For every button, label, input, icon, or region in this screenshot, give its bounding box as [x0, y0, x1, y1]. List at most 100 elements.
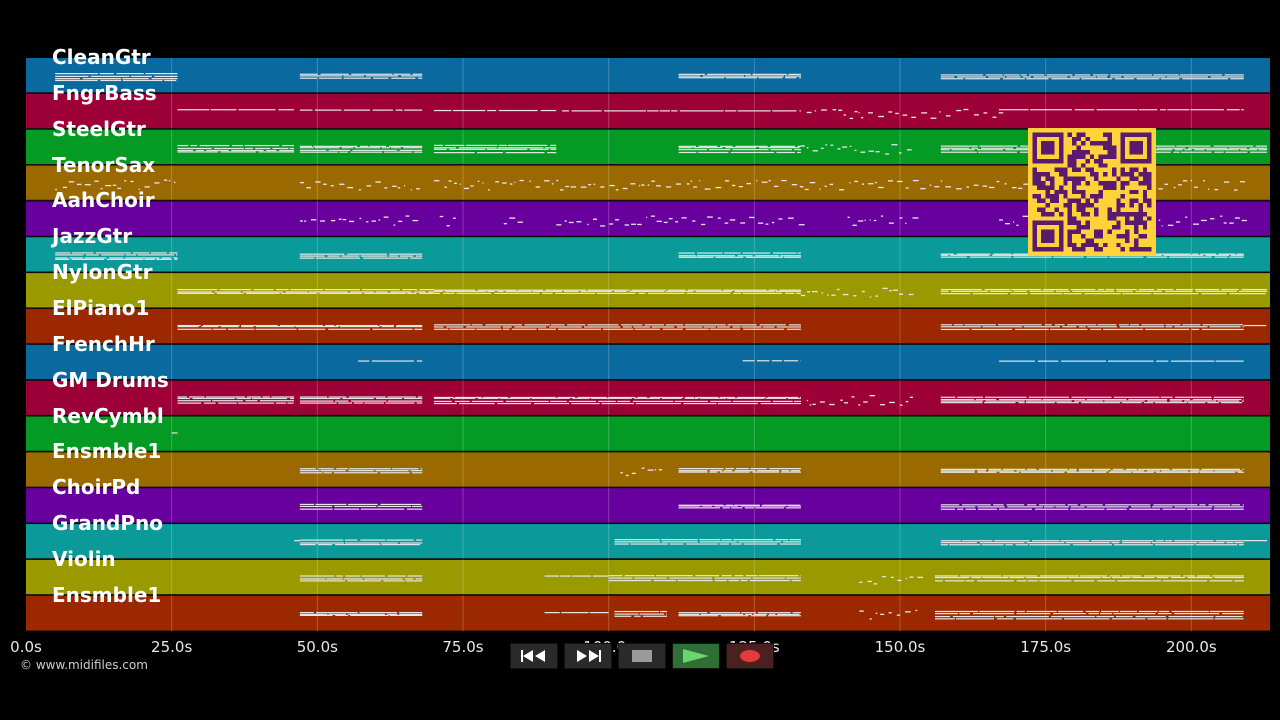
note	[630, 543, 669, 545]
note	[177, 325, 199, 328]
note	[732, 326, 741, 328]
record-button[interactable]	[726, 643, 774, 669]
note	[348, 470, 374, 472]
note	[631, 472, 636, 475]
note	[350, 151, 383, 153]
note	[345, 575, 361, 577]
note	[218, 402, 237, 404]
note	[452, 397, 476, 399]
time-tick-label: 150.0s	[874, 638, 926, 656]
note	[1198, 541, 1225, 544]
note	[1236, 253, 1244, 255]
note	[629, 290, 665, 292]
note	[678, 468, 724, 470]
note	[905, 611, 911, 613]
note	[700, 613, 744, 616]
note	[433, 144, 444, 146]
note	[444, 144, 465, 146]
note	[897, 180, 903, 183]
note	[1046, 74, 1073, 76]
note	[227, 328, 255, 330]
note	[62, 186, 68, 189]
note	[726, 397, 765, 399]
note	[314, 147, 340, 149]
rewind-button[interactable]	[510, 643, 558, 669]
note	[1081, 402, 1121, 404]
note	[238, 109, 276, 111]
note	[379, 324, 395, 327]
note	[117, 187, 122, 190]
note	[678, 73, 705, 75]
note	[1058, 610, 1084, 613]
note	[989, 290, 1012, 292]
note	[1212, 575, 1244, 577]
note	[419, 292, 434, 294]
note	[714, 505, 738, 507]
stop-button[interactable]	[618, 643, 666, 669]
note	[1176, 145, 1211, 147]
note	[1064, 618, 1110, 620]
note	[693, 186, 698, 188]
note	[875, 295, 878, 297]
note	[981, 544, 1004, 546]
note	[124, 180, 127, 182]
note	[384, 187, 388, 189]
note	[1043, 288, 1069, 291]
note	[203, 402, 216, 404]
note	[387, 400, 423, 402]
note	[1016, 612, 1051, 615]
note	[177, 291, 212, 293]
note	[125, 257, 160, 259]
note	[875, 612, 878, 615]
note	[495, 181, 500, 183]
note	[799, 77, 801, 79]
note	[360, 508, 405, 510]
note	[466, 326, 501, 328]
note	[497, 402, 532, 405]
note	[231, 144, 243, 147]
note	[299, 542, 344, 544]
note	[1117, 580, 1162, 582]
note	[177, 289, 218, 291]
note	[797, 252, 801, 254]
note	[665, 186, 672, 188]
fast-forward-button[interactable]	[564, 643, 612, 669]
note	[407, 292, 417, 294]
note	[982, 326, 1023, 328]
note	[1161, 470, 1189, 472]
note	[854, 110, 858, 113]
note	[380, 503, 422, 506]
note	[769, 613, 776, 616]
note	[678, 145, 697, 147]
note	[675, 221, 679, 223]
note	[615, 219, 620, 221]
note	[505, 152, 545, 154]
note	[969, 256, 1012, 258]
note	[154, 75, 178, 78]
note	[725, 180, 730, 182]
note	[1038, 468, 1068, 470]
note	[360, 255, 388, 257]
note	[550, 400, 567, 403]
note	[563, 290, 579, 292]
note	[318, 468, 334, 470]
note	[1016, 610, 1025, 613]
note	[867, 580, 872, 583]
note	[399, 613, 423, 615]
note	[725, 77, 758, 79]
note	[319, 292, 362, 294]
note	[84, 184, 91, 186]
note	[1218, 253, 1236, 255]
note	[1258, 149, 1268, 151]
note	[1220, 215, 1223, 217]
play-button[interactable]	[672, 643, 720, 669]
note	[897, 579, 902, 582]
note	[1085, 610, 1100, 613]
note	[1004, 183, 1007, 185]
note	[800, 186, 804, 188]
note	[105, 184, 112, 187]
note	[731, 507, 743, 509]
note	[177, 109, 210, 111]
note	[1072, 290, 1115, 292]
